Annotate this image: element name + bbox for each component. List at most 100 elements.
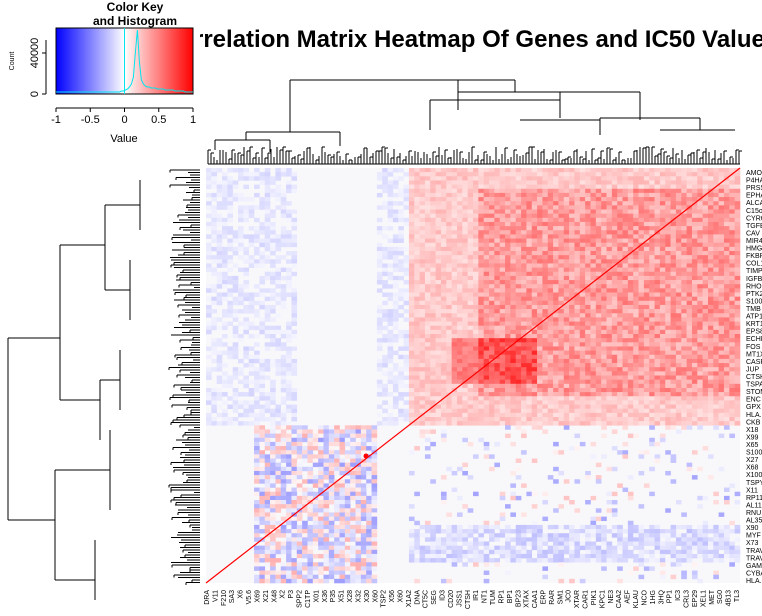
heatmap-cell xyxy=(601,217,607,223)
heatmap-cell xyxy=(382,180,388,185)
heatmap-cell xyxy=(606,379,613,385)
heatmap-cell xyxy=(392,192,399,198)
heatmap-cell xyxy=(456,172,463,177)
heatmap-cell xyxy=(643,197,650,202)
heatmap-cell xyxy=(713,288,719,293)
heatmap-cell xyxy=(702,213,709,219)
heatmap-cell xyxy=(691,192,698,198)
heatmap-cell xyxy=(408,205,415,210)
heatmap-cell xyxy=(483,334,490,339)
heatmap-cell xyxy=(456,242,463,248)
heatmap-cell xyxy=(649,280,655,285)
heatmap-cell xyxy=(424,338,431,343)
heatmap-cell xyxy=(579,300,586,306)
heatmap-cell xyxy=(462,375,468,380)
heatmap-cell xyxy=(675,338,682,343)
heatmap-cell xyxy=(649,350,655,356)
heatmap-cell xyxy=(563,342,570,347)
heatmap-cell xyxy=(243,292,250,297)
heatmap-cell xyxy=(659,238,666,243)
heatmap-cell xyxy=(665,275,671,281)
heatmap-cell xyxy=(499,375,506,380)
heatmap-cell xyxy=(446,284,452,289)
heatmap-cell xyxy=(702,317,709,322)
heatmap-cell xyxy=(414,292,420,297)
heatmap-cell xyxy=(718,325,725,331)
heatmap-cell xyxy=(691,325,698,331)
heatmap-cell xyxy=(734,325,741,331)
heatmap-cell xyxy=(238,288,244,293)
heatmap-cell xyxy=(702,321,709,326)
heatmap-cell xyxy=(414,358,420,364)
heatmap-cell xyxy=(553,387,559,393)
heatmap-cell xyxy=(510,280,517,285)
heatmap-cell xyxy=(505,176,511,181)
heatmap-cell xyxy=(505,329,511,335)
heatmap-cell xyxy=(211,271,217,277)
heatmap-cell xyxy=(611,383,618,389)
heatmap-cell xyxy=(585,309,591,314)
heatmap-cell xyxy=(574,246,581,252)
heatmap-cell xyxy=(723,371,730,376)
heatmap-cell xyxy=(440,209,447,214)
heatmap-cell xyxy=(569,246,575,252)
heatmap-cell xyxy=(537,367,543,372)
heatmap-cell xyxy=(595,267,602,273)
heatmap-cell xyxy=(414,304,420,310)
heatmap-cell xyxy=(510,242,517,248)
heatmap-cell xyxy=(494,325,500,331)
color-key-x-tick-label: 0 xyxy=(121,114,127,126)
heatmap-cell xyxy=(505,400,511,405)
heatmap-cell xyxy=(558,379,565,385)
heatmap-cell xyxy=(643,358,650,364)
heatmap-cell xyxy=(515,325,522,331)
heatmap-cell xyxy=(537,226,543,231)
heatmap-cell xyxy=(430,371,436,376)
heatmap-cell xyxy=(558,400,565,405)
row-dendrogram xyxy=(7,169,200,600)
heatmap-cell xyxy=(611,226,618,231)
heatmap-cell xyxy=(547,329,554,335)
heatmap-cell xyxy=(238,358,244,364)
heatmap-cell xyxy=(430,325,436,331)
heatmap-cell xyxy=(451,317,458,322)
heatmap-cell xyxy=(467,379,474,385)
heatmap-cell xyxy=(707,396,714,401)
heatmap-cell xyxy=(286,321,292,326)
heatmap-cell xyxy=(713,284,719,289)
heatmap-cell xyxy=(238,379,244,385)
heatmap-cell xyxy=(553,317,559,322)
heatmap-cell xyxy=(440,226,447,231)
heatmap-cell xyxy=(259,197,266,202)
heatmap-cell xyxy=(590,255,597,260)
heatmap-cell xyxy=(515,317,522,322)
heatmap-cell xyxy=(670,338,677,343)
heatmap-cell xyxy=(622,288,629,293)
heatmap-cell xyxy=(467,367,474,372)
heatmap-cell xyxy=(654,288,661,293)
heatmap-cell xyxy=(606,230,613,235)
heatmap-cell xyxy=(574,387,581,393)
heatmap-cell xyxy=(638,354,645,360)
heatmap-cell xyxy=(291,184,298,190)
heatmap-cell xyxy=(424,300,431,306)
heatmap-cell xyxy=(243,284,250,289)
heatmap-cell xyxy=(259,292,266,297)
heatmap-cell xyxy=(483,358,490,364)
heatmap-cell xyxy=(611,400,618,405)
heatmap-cell xyxy=(601,342,607,347)
heatmap-cell xyxy=(414,205,420,210)
heatmap-cell xyxy=(462,246,468,252)
heatmap-cell xyxy=(259,300,266,306)
heatmap-cell xyxy=(424,313,431,318)
heatmap-cell xyxy=(515,363,522,368)
heatmap-cell xyxy=(430,246,436,252)
heatmap-cell xyxy=(392,296,399,302)
heatmap-cell xyxy=(440,300,447,306)
heatmap-cell xyxy=(435,176,442,181)
heatmap-cell xyxy=(542,230,549,235)
heatmap-cell xyxy=(558,221,565,227)
heatmap-cell xyxy=(227,396,233,401)
heatmap-cell xyxy=(595,192,602,198)
heatmap-cell xyxy=(697,334,703,339)
